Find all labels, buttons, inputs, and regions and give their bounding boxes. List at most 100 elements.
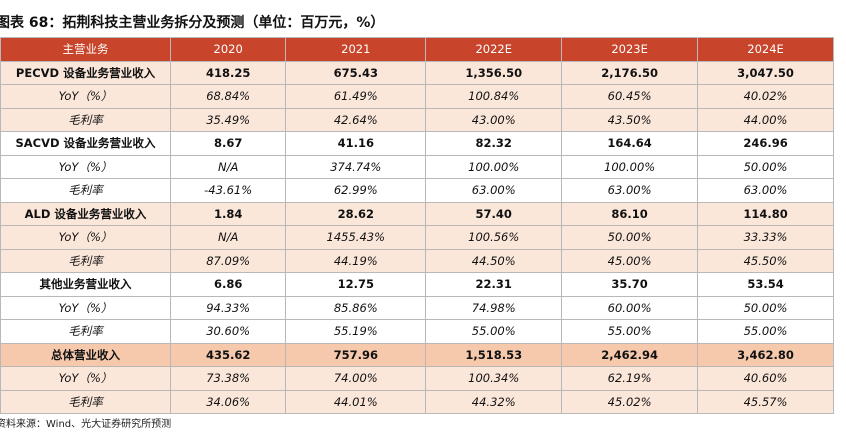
table-row: 毛利率 -43.61% 62.99% 63.00% 63.00% 63.00% [0,178,834,203]
cell: 87.09% [169,248,287,273]
cell: 41.16 [285,131,427,156]
cell: N/A [169,225,287,250]
row-label: YoY（%） [0,154,171,179]
cell: 40.60% [697,366,834,391]
cell: 63.00% [561,178,699,203]
row-label: 毛利率 [0,107,171,132]
cell: 44.32% [425,389,563,414]
cell: 6.86 [169,272,287,297]
cell: 45.50% [697,248,834,273]
cell: 62.19% [561,366,699,391]
cell: 50.00% [697,154,834,179]
cell: 34.06% [169,389,287,414]
header-cell: 2023E [561,37,699,62]
header-cell: 2022E [425,37,563,62]
cell: 1,356.50 [425,60,563,85]
cell: 100.84% [425,84,563,109]
row-label: 毛利率 [0,389,171,414]
cell: N/A [169,154,287,179]
cell: 63.00% [425,178,563,203]
cell: 53.54 [697,272,834,297]
table-row: 其他业务营业收入 6.86 12.75 22.31 35.70 53.54 [0,272,834,297]
table-row: 毛利率 30.60% 55.19% 55.00% 55.00% 55.00% [0,319,834,344]
cell: 74.00% [285,366,427,391]
table-row: 毛利率 35.49% 42.64% 43.00% 43.50% 44.00% [0,107,834,132]
header-cell: 2024E [697,37,834,62]
cell: 45.57% [697,389,834,414]
cell: 44.50% [425,248,563,273]
row-label: SACVD 设备业务营业收入 [0,131,171,156]
table-row: 毛利率 34.06% 44.01% 44.32% 45.02% 45.57% [0,389,834,414]
header-row: 主营业务 2020 2021 2022E 2023E 2024E [0,37,834,62]
cell: 28.62 [285,201,427,226]
row-label: YoY（%） [0,366,171,391]
cell: 57.40 [425,201,563,226]
row-label: YoY（%） [0,295,171,320]
table-row: YoY（%） 73.38% 74.00% 100.34% 62.19% 40.60% [0,366,834,391]
cell: 44.19% [285,248,427,273]
table-row: YoY（%） N/A 1455.43% 100.56% 50.00% 33.33% [0,225,834,250]
cell: 85.86% [285,295,427,320]
cell: 100.34% [425,366,563,391]
cell: 100.56% [425,225,563,250]
table-row: 毛利率 87.09% 44.19% 44.50% 45.00% 45.50% [0,248,834,273]
table-row: YoY（%） 68.84% 61.49% 100.84% 60.45% 40.02% [0,84,834,109]
cell: 82.32 [425,131,563,156]
table-row: 总体营业收入 435.62 757.96 1,518.53 2,462.94 3,462.… [0,342,834,367]
cell: 42.64% [285,107,427,132]
table-row: PECVD 设备业务营业收入 418.25 675.43 1,356.50 2,176.… [0,60,834,85]
cell: 63.00% [697,178,834,203]
cell: 43.00% [425,107,563,132]
cell: 55.19% [285,319,427,344]
header-cell: 2020 [169,37,287,62]
cell: 100.00% [425,154,563,179]
cell: 435.62 [169,342,287,367]
cell: 2,176.50 [561,60,699,85]
cell: 418.25 [169,60,287,85]
table-row: ALD 设备业务营业收入 1.84 28.62 57.40 86.10 114.80 [0,201,834,226]
header-cell: 2021 [285,37,427,62]
cell: 44.00% [697,107,834,132]
cell: 45.02% [561,389,699,414]
cell: 55.00% [561,319,699,344]
row-label: 总体营业收入 [0,342,171,367]
cell: 35.49% [169,107,287,132]
cell: 246.96 [697,131,834,156]
cell: 8.67 [169,131,287,156]
cell: 374.74% [285,154,427,179]
cell: 50.00% [697,295,834,320]
cell: 44.01% [285,389,427,414]
row-label: ALD 设备业务营业收入 [0,201,171,226]
cell: 30.60% [169,319,287,344]
table-row: SACVD 设备业务营业收入 8.67 41.16 82.32 164.64 246.96 [0,131,834,156]
cell: 86.10 [561,201,699,226]
cell: 1.84 [169,201,287,226]
cell: 73.38% [169,366,287,391]
row-label: YoY（%） [0,84,171,109]
cell: 50.00% [561,225,699,250]
row-label: 其他业务营业收入 [0,272,171,297]
row-label: YoY（%） [0,225,171,250]
cell: 3,462.80 [697,342,834,367]
cell: 3,047.50 [697,60,834,85]
cell: 60.45% [561,84,699,109]
cell: 35.70 [561,272,699,297]
cell: 12.75 [285,272,427,297]
cell: 1,518.53 [425,342,563,367]
cell: 114.80 [697,201,834,226]
cell: 675.43 [285,60,427,85]
cell: 68.84% [169,84,287,109]
cell: 40.02% [697,84,834,109]
cell: 94.33% [169,295,287,320]
cell: 61.49% [285,84,427,109]
forecast-table: 主营业务 2020 2021 2022E 2023E 2024E PECVD 设备业务营业… [0,37,834,414]
cell: 55.00% [697,319,834,344]
cell: -43.61% [169,178,287,203]
cell: 100.00% [561,154,699,179]
row-label: 毛利率 [0,178,171,203]
row-label: 毛利率 [0,319,171,344]
cell: 2,462.94 [561,342,699,367]
cell: 43.50% [561,107,699,132]
row-label: PECVD 设备业务营业收入 [0,60,171,85]
